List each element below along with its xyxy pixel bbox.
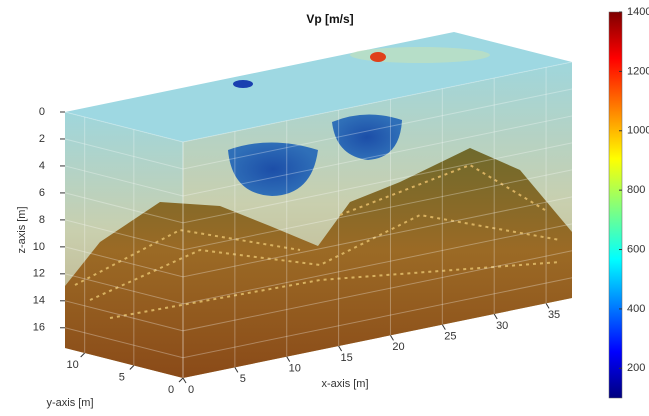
tick-mark — [80, 352, 86, 358]
z-tick-label: 12 — [33, 268, 45, 280]
colorbar — [608, 11, 623, 399]
x-axis-label: x-axis [m] — [321, 378, 368, 390]
anomaly — [228, 142, 318, 196]
colorbar-tick-label: 400 — [627, 303, 645, 315]
z-tick-label: 16 — [33, 322, 45, 334]
grid-line — [64, 142, 573, 224]
z-tick-label: 6 — [39, 187, 45, 199]
x-tick-label: 35 — [548, 309, 560, 321]
y-axis-label: y-axis [m] — [46, 397, 93, 409]
hills — [65, 148, 572, 378]
grid-line — [64, 115, 573, 197]
z-tick-label: 14 — [33, 295, 45, 307]
grid-line — [64, 61, 573, 143]
x-tick-label: 25 — [444, 331, 456, 343]
tick-mark — [178, 377, 184, 383]
colorbar-tick-label: 1200 — [627, 65, 649, 77]
grid-line — [64, 169, 573, 251]
z-tick-label: 2 — [39, 133, 45, 145]
y-tick-label: 10 — [67, 359, 79, 371]
anomaly — [332, 114, 402, 160]
volume — [65, 32, 572, 378]
x-tick-label: 30 — [496, 320, 508, 332]
tick-mark — [493, 313, 498, 320]
grid-line — [64, 250, 573, 332]
x-tick-label: 5 — [240, 373, 246, 385]
chart-title: Vp [m/s] — [306, 12, 353, 26]
tick-mark — [338, 345, 343, 352]
anomaly — [370, 52, 386, 62]
z-tick-label: 8 — [39, 214, 45, 226]
colorbar-tick-label: 1400 — [627, 6, 649, 18]
tick-mark — [182, 377, 187, 384]
colorbar-tick-label: 800 — [627, 184, 645, 196]
colorbar-tick-label: 200 — [627, 362, 645, 374]
z-tick-label: 4 — [39, 160, 45, 172]
x-tick-label: 15 — [340, 352, 352, 364]
tick-mark — [129, 365, 135, 370]
grid-line — [64, 277, 573, 359]
z-axis-label: z-axis [m] — [16, 206, 28, 253]
x-tick-label: 0 — [188, 384, 194, 396]
tick-mark — [545, 303, 550, 309]
tick-mark — [390, 335, 394, 341]
grid-line — [64, 196, 573, 278]
tick-mark — [286, 356, 291, 362]
grid-line — [64, 223, 573, 305]
z-tick-label: 0 — [39, 106, 45, 118]
colorbar-tick-label: 1000 — [627, 125, 649, 137]
tick-mark — [441, 324, 446, 330]
anomaly — [233, 80, 253, 88]
tick-mark — [234, 367, 239, 373]
y-tick-label: 5 — [119, 371, 125, 383]
z-tick-label: 10 — [33, 241, 45, 253]
x-tick-label: 10 — [289, 363, 301, 375]
colorbar-tick-label: 600 — [627, 243, 645, 255]
grid-line — [64, 88, 573, 170]
x-tick-label: 20 — [392, 341, 404, 353]
y-tick-label: 0 — [168, 384, 174, 396]
